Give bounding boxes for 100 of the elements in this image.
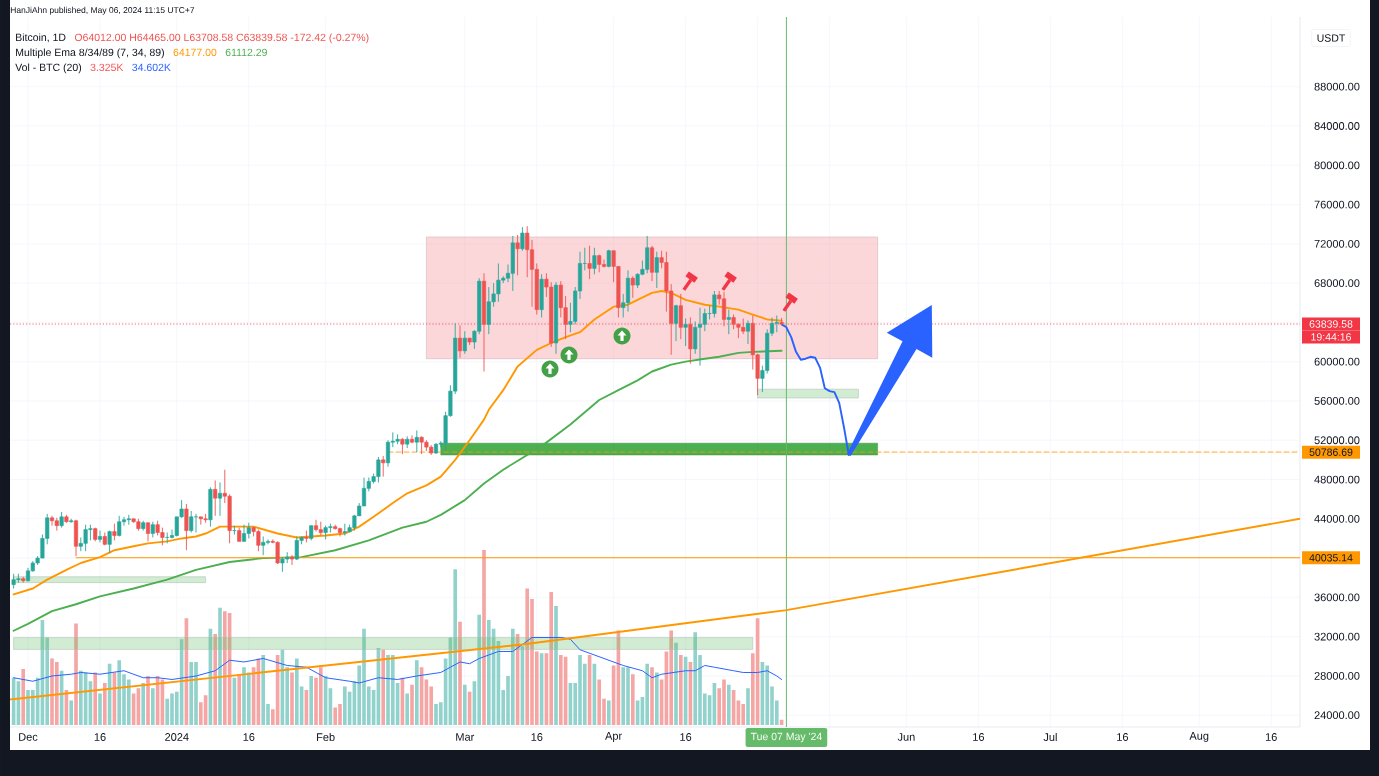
candlestick (654, 251, 659, 289)
series-label: 50786.69 (1309, 448, 1353, 456)
x-tick-label: Jul (1043, 732, 1057, 742)
bar (693, 632, 698, 725)
y-tick-label: 32000.00 (1314, 632, 1360, 641)
bar (726, 684, 731, 725)
bar (69, 700, 74, 725)
candlestick (592, 247, 597, 275)
y-tick-label: 44000.00 (1314, 514, 1360, 523)
bar (458, 621, 462, 725)
bar (606, 700, 611, 725)
candlestick (49, 515, 55, 527)
bar (237, 674, 242, 725)
bar (486, 619, 491, 725)
candlestick (712, 290, 717, 318)
text: O64012.00 H64465.00 L63708.58 C63839.58 -172.42 (-0.27%) (74, 33, 369, 44)
y-tick-label: 28000.00 (1314, 672, 1360, 680)
x-tick-label: 16 (94, 733, 106, 741)
candlestick (313, 519, 319, 533)
candlestick (217, 482, 223, 517)
y-tick-label: 68000.00 (1314, 279, 1360, 288)
text: 19:44:16 (1311, 333, 1351, 341)
bar (21, 668, 26, 725)
candlestick (587, 245, 592, 280)
candlestick (697, 307, 703, 367)
bar (669, 630, 674, 725)
bar (678, 654, 683, 725)
y-tick-label: 48000.00 (1314, 475, 1360, 484)
candlestick (630, 275, 635, 299)
bar (741, 703, 746, 725)
bar (309, 675, 314, 725)
bar (414, 660, 419, 725)
annotation: Multiple Ema 8/34/89 (7, 34, 89) (16, 48, 164, 59)
bar (222, 611, 227, 725)
bar (78, 670, 83, 725)
bar (294, 658, 299, 725)
candlestick (462, 330, 467, 355)
bar (213, 633, 218, 725)
bar (54, 661, 59, 725)
annotation: 64177.00 (173, 48, 217, 57)
candlestick (673, 304, 679, 342)
x-tick-label: Feb (317, 732, 335, 742)
x-tick-label: 16 (531, 733, 543, 741)
y-tick-label: 72000.00 (1314, 239, 1360, 248)
candlestick (683, 318, 688, 347)
y-tick-label: 52000.00 (1314, 436, 1360, 445)
x-tick-label: 16 (243, 733, 255, 741)
bar (405, 693, 410, 725)
bar (746, 688, 750, 725)
y-axis-title: USDT (1317, 34, 1346, 42)
bar (510, 628, 515, 725)
candlestick (165, 532, 170, 544)
candlestick (678, 293, 683, 340)
candlestick (726, 309, 731, 335)
candlestick (774, 315, 779, 333)
x-tick-label: 16 (973, 733, 985, 741)
candlestick (145, 522, 151, 542)
bar (674, 642, 678, 725)
candlestick (457, 324, 463, 359)
bar (102, 682, 107, 725)
bar (381, 649, 386, 725)
bar (93, 672, 98, 725)
bar (189, 661, 194, 725)
bar (477, 614, 482, 725)
bar (342, 686, 347, 725)
bar (74, 623, 78, 725)
x-tick-label: 16 (1265, 733, 1277, 741)
x-tick-label: Mar (456, 733, 475, 741)
bar (117, 660, 122, 725)
y-tick-label: 36000.00 (1314, 593, 1360, 602)
candlestick (241, 524, 247, 542)
annotation: 61112.29 (225, 48, 267, 57)
bar (621, 667, 626, 725)
bar (453, 569, 458, 725)
candlestick (385, 439, 391, 468)
y-tick-label: 24000.00 (1314, 711, 1360, 720)
bar (558, 654, 563, 725)
candlestick (289, 554, 295, 566)
candlestick (193, 513, 199, 533)
bar (525, 588, 530, 725)
x-tick-label: Apr (605, 732, 622, 742)
bar (98, 693, 102, 725)
bar (549, 591, 554, 725)
text: HanJiAhn published, May 06, 2024 11:15 UTC+7 (10, 6, 195, 15)
candlestick (213, 480, 218, 517)
bar (650, 667, 654, 725)
bar (141, 682, 146, 725)
candlestick (409, 434, 415, 444)
bar (630, 674, 635, 725)
candlestick (265, 538, 271, 545)
candlestick (520, 226, 525, 252)
candlestick (515, 234, 520, 276)
bar (645, 663, 650, 725)
bar (482, 549, 486, 725)
bar (654, 672, 659, 725)
candlestick (97, 530, 103, 543)
y-tick-label: 80000.00 (1314, 161, 1360, 170)
bar (290, 672, 294, 725)
series-label: 40035.14 (1309, 554, 1353, 562)
ref-line-label: Tue 07 May '24 (750, 732, 822, 743)
